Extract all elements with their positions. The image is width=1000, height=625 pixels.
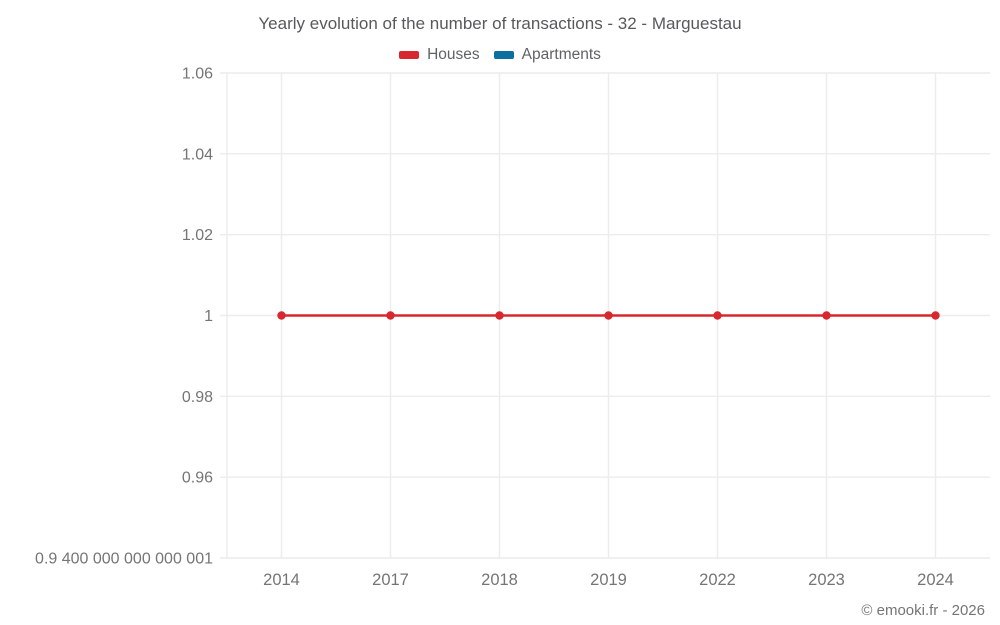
chart-title: Yearly evolution of the number of transa…	[258, 14, 742, 33]
y-tick-label: 0.98	[182, 389, 213, 406]
x-tick-label: 2018	[481, 571, 518, 589]
data-point-houses	[604, 311, 613, 320]
y-tick-label: 0.9 400 000 000 000 001	[35, 551, 213, 568]
x-tick-label: 2022	[699, 571, 736, 589]
houses-swatch-icon	[399, 51, 420, 59]
legend-label-houses: Houses	[427, 46, 480, 63]
chart-legend: Houses Apartments	[0, 46, 1000, 64]
y-tick-label: 1.02	[182, 227, 213, 244]
data-point-houses	[386, 311, 395, 320]
data-point-houses	[931, 311, 940, 320]
data-point-houses	[822, 311, 831, 320]
data-point-houses	[713, 311, 722, 320]
y-tick-label: 1.04	[182, 146, 213, 163]
legend-label-apartments: Apartments	[521, 46, 601, 63]
y-tick-label: 0.96	[182, 470, 213, 487]
x-tick-label: 2014	[263, 571, 300, 589]
legend-item-houses: Houses	[399, 46, 480, 64]
x-tick-label: 2023	[808, 571, 845, 589]
x-tick-label: 2017	[372, 571, 409, 589]
legend-item-apartments: Apartments	[493, 46, 601, 64]
y-tick-label: 1	[204, 308, 213, 325]
data-point-houses	[495, 311, 504, 320]
copyright-credit: © emooki.fr - 2026	[861, 602, 985, 619]
apartments-swatch-icon	[493, 51, 514, 59]
y-tick-label: 1.06	[182, 66, 213, 83]
data-point-houses	[277, 311, 286, 320]
x-tick-label: 2024	[917, 571, 954, 589]
x-tick-label: 2019	[590, 571, 627, 589]
